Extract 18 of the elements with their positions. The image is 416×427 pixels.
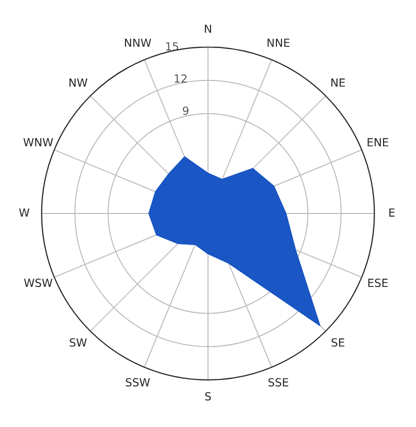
spoke-label: NE: [331, 78, 345, 87]
spoke-label: SW: [70, 338, 87, 347]
spoke-label: NNE: [268, 38, 290, 47]
spoke-label: SE: [332, 338, 344, 347]
spoke-label: NNW: [124, 38, 152, 47]
spoke-label: WNW: [23, 138, 54, 146]
spoke-label: E: [389, 208, 395, 217]
spoke-label: S: [205, 392, 211, 400]
spoke-label: W: [19, 208, 30, 217]
spoke-label: SSW: [126, 378, 150, 386]
spoke-label: WSW: [24, 278, 52, 288]
spoke-label: N: [204, 24, 212, 33]
spoke-label: ENE: [368, 138, 388, 146]
y-tick-label: 12: [174, 74, 187, 83]
spoke-label: NW: [70, 78, 88, 87]
y-tick-label: 9: [182, 106, 188, 115]
spoke-label: ESE: [368, 278, 388, 288]
spoke-label: SSE: [268, 378, 288, 386]
